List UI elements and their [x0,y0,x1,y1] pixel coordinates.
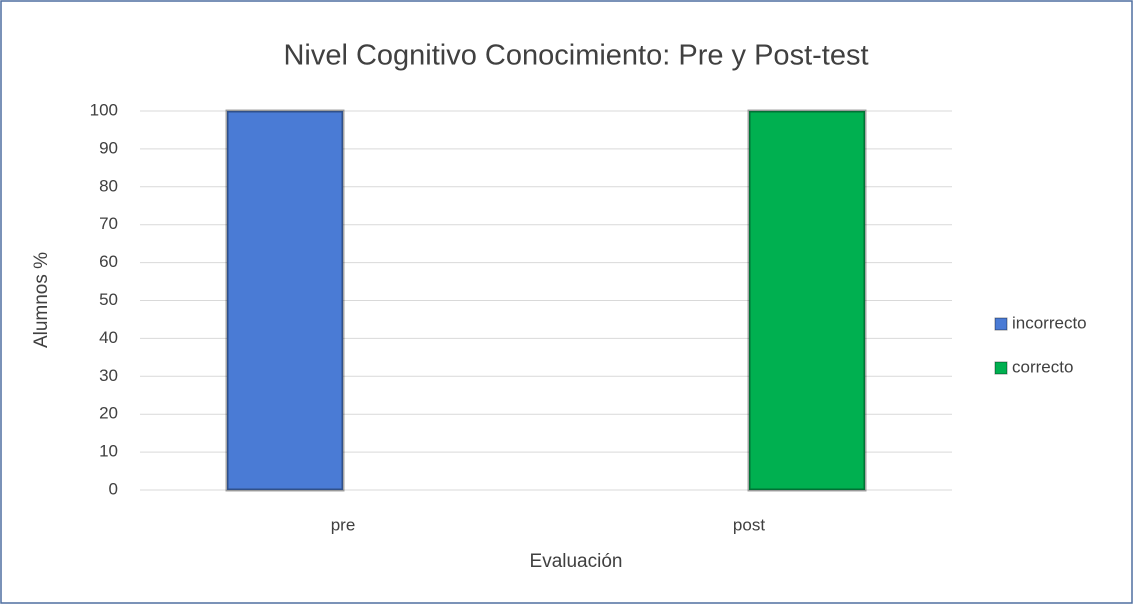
bar [747,109,867,492]
y-tick-label: 60 [99,252,118,271]
y-tick-label: 100 [90,100,118,119]
y-axis-label: Alumnos % [31,252,52,348]
y-tick-label: 70 [99,214,118,233]
chart-title: Nivel Cognitivo Conocimiento: Pre y Post… [283,40,868,72]
y-tick-label: 50 [99,290,118,309]
x-tick-label: pre [331,515,356,534]
y-tick-label: 0 [109,479,118,498]
y-tick-label: 10 [99,442,118,461]
y-tick-label: 40 [99,328,118,347]
y-tick-label: 80 [99,176,118,195]
x-axis-label: Evaluación [530,551,623,572]
x-tick-label: post [733,515,765,534]
bar [225,109,345,492]
legend-label: correcto [1012,357,1073,376]
y-tick-label: 20 [99,404,118,423]
legend-swatch [994,361,1008,375]
legend-label: incorrecto [1012,313,1087,332]
y-tick-label: 30 [99,366,118,385]
legend-swatch [994,317,1008,331]
y-tick-label: 90 [99,138,118,157]
